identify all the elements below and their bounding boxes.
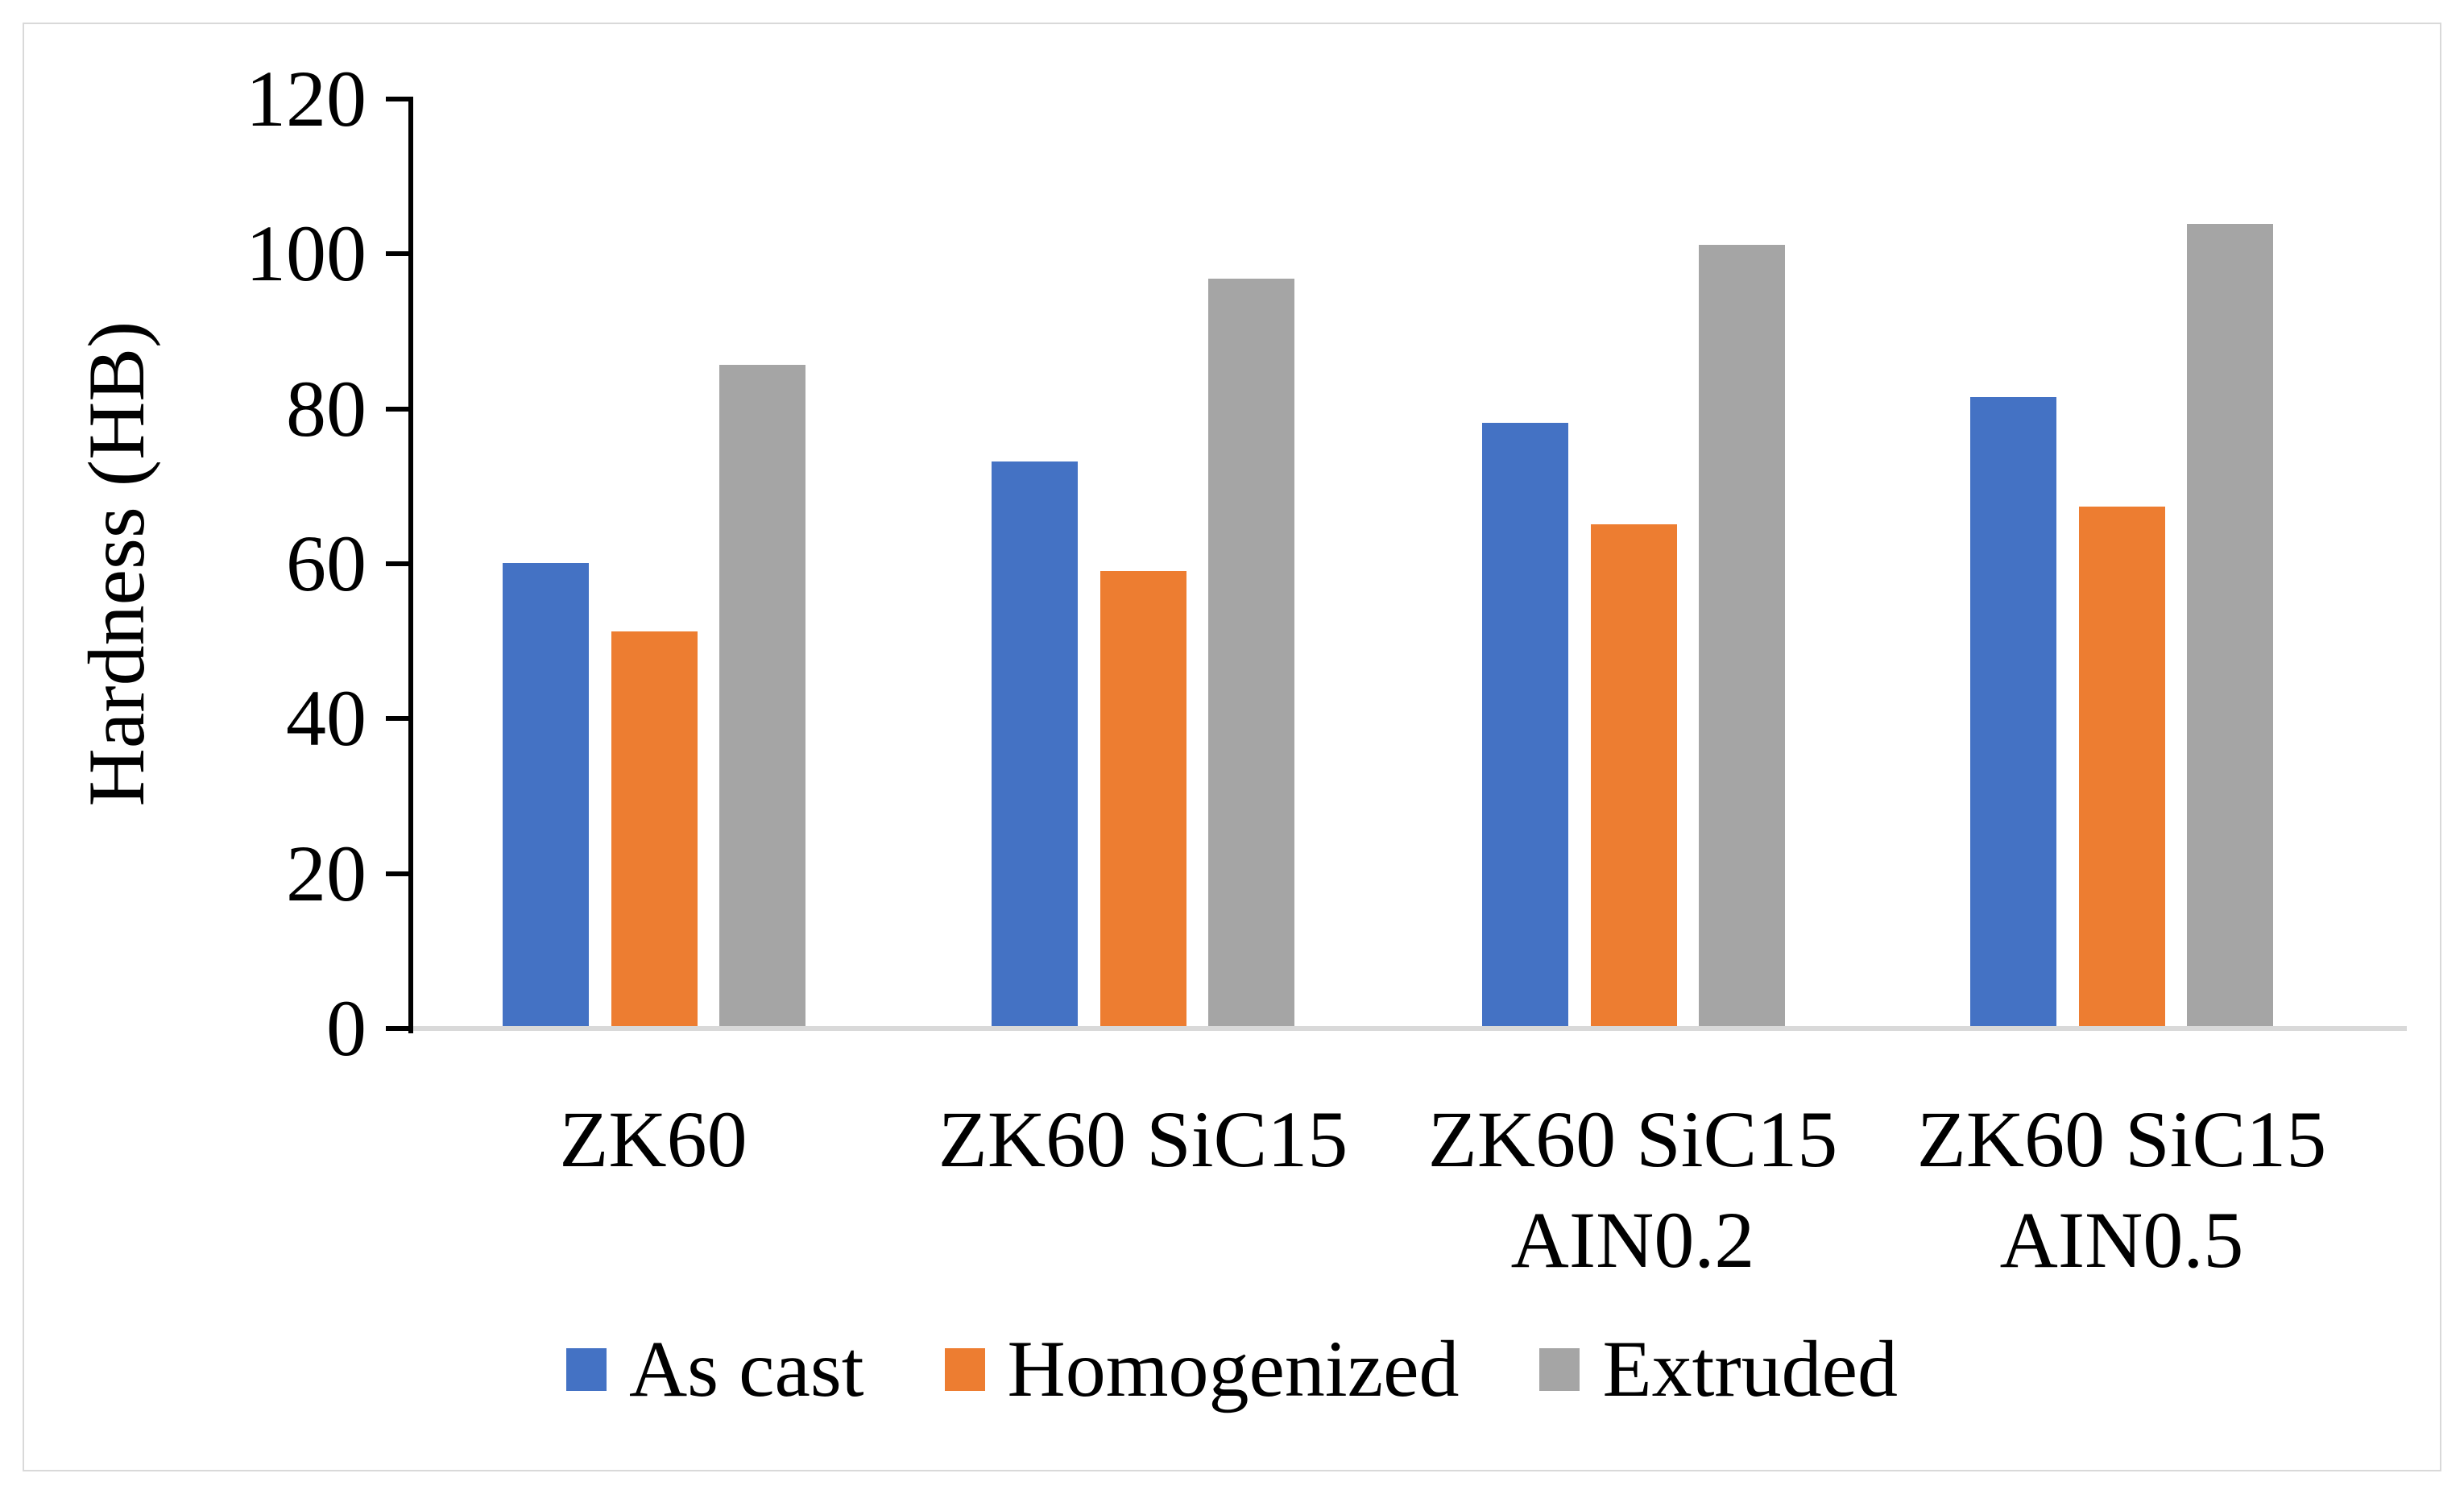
category-label-line: AIN0.5 xyxy=(1999,1195,2244,1285)
legend-swatch-icon xyxy=(944,1347,985,1391)
legend-label: As cast xyxy=(628,1324,864,1413)
bar-as-cast xyxy=(1482,422,1568,1028)
y-tick-label: 0 xyxy=(326,983,366,1073)
bar-extruded xyxy=(2187,223,2273,1028)
category-label-line: ZK60 xyxy=(559,1095,747,1184)
bar-as-cast xyxy=(1970,397,2056,1028)
legend-item: As cast xyxy=(565,1324,864,1413)
bar-as-cast xyxy=(503,563,589,1028)
y-tick-label: 60 xyxy=(286,518,366,608)
y-tick-label: 20 xyxy=(286,828,366,918)
y-tick-label: 100 xyxy=(246,209,366,299)
y-tick xyxy=(386,871,413,876)
y-tick-label: 80 xyxy=(286,363,366,453)
legend-swatch-icon xyxy=(565,1347,607,1391)
bar-homogenized xyxy=(2079,506,2165,1028)
bar-homogenized xyxy=(1100,570,1186,1028)
y-tick xyxy=(386,561,413,566)
y-tick-label: 120 xyxy=(246,53,366,143)
y-tick-label: 40 xyxy=(286,673,366,764)
bar-as-cast xyxy=(992,461,1078,1028)
y-tick xyxy=(386,96,413,101)
figure-border xyxy=(23,23,2441,1471)
bar-extruded xyxy=(1699,244,1785,1028)
category-label: ZK60 xyxy=(395,1089,911,1190)
legend-swatch-icon xyxy=(1539,1347,1580,1391)
category-label-line: ZK60 SiC15 xyxy=(1916,1095,2327,1184)
y-tick xyxy=(386,716,413,722)
bar-extruded xyxy=(719,364,805,1028)
legend: As cast Homogenized Extruded xyxy=(0,1325,2464,1413)
y-tick xyxy=(386,406,413,412)
category-label-line: ZK60 SiC15 xyxy=(1427,1095,1838,1184)
category-label-line: ZK60 SiC15 xyxy=(938,1095,1348,1184)
x-baseline xyxy=(413,1026,2407,1031)
bar-homogenized xyxy=(611,631,698,1028)
category-label: ZK60 SiC15 AIN0.2 xyxy=(1375,1089,1890,1290)
legend-item: Extruded xyxy=(1539,1326,1898,1412)
legend-label: Homogenized xyxy=(1007,1324,1460,1413)
legend-item: Homogenized xyxy=(944,1324,1460,1413)
y-tick xyxy=(386,1026,413,1031)
bar-extruded xyxy=(1208,279,1294,1028)
y-tick xyxy=(386,251,413,257)
legend-label: Extruded xyxy=(1602,1324,1899,1413)
category-label: ZK60 SiC15 AIN0.5 xyxy=(1864,1089,2379,1290)
category-label: ZK60 SiC15 xyxy=(885,1089,1401,1190)
bar-homogenized xyxy=(1591,524,1677,1028)
category-label-line: AIN0.2 xyxy=(1510,1195,1755,1285)
